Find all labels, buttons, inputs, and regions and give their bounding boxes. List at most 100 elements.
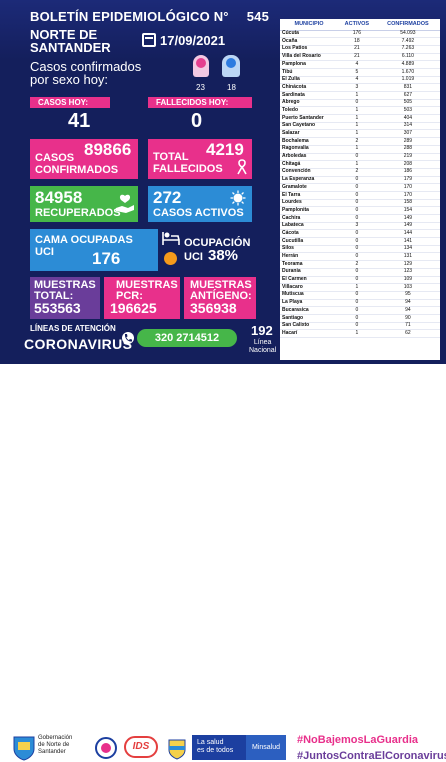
- cell-confirmados: 131: [375, 252, 440, 262]
- table-row: Teorama 2 129: [280, 260, 440, 269]
- occupancy-label-1: OCUPACIÓN: [184, 237, 251, 249]
- cell-confirmados: 179: [375, 176, 440, 185]
- cell-municipio: Villacaro: [280, 283, 338, 292]
- hotline-phone[interactable]: 320 2714512: [137, 329, 237, 347]
- cell-municipio: Labateca: [280, 222, 338, 231]
- cell-municipio: Pamplonita: [280, 206, 338, 215]
- cell-municipio: Bucarasica: [280, 306, 338, 315]
- cell-municipio: Los Patios: [280, 45, 338, 54]
- cell-activos: 3: [338, 83, 376, 92]
- cell-activos: 1: [338, 329, 376, 338]
- footer-bar: Gobernación de Norte de Santander IDS La…: [0, 364, 446, 762]
- cell-confirmados: 149: [375, 214, 440, 223]
- cell-municipio: Silos: [280, 245, 338, 254]
- recovered-label: RECUPERADOS: [35, 207, 121, 219]
- table-row: San Cayetano 1 314: [280, 122, 440, 131]
- cell-municipio: Ragonvalia: [280, 145, 338, 154]
- cell-confirmados: 307: [375, 129, 440, 139]
- bulletin-number: 545: [246, 9, 270, 24]
- cell-confirmados: 154: [375, 206, 440, 215]
- cell-municipio: Lourdes: [280, 199, 338, 208]
- cell-municipio: Durania: [280, 268, 338, 277]
- icu-label-1: CAMA OCUPADAS: [35, 234, 133, 246]
- table-row: Labateca 3 149: [280, 222, 440, 231]
- total-tests-card: MUESTRAS TOTAL: 553563: [30, 277, 100, 319]
- cell-municipio: El Tarra: [280, 191, 338, 200]
- cell-municipio: Puerto Santander: [280, 114, 338, 123]
- icu-value: 176: [92, 249, 121, 268]
- table-row: Santiago 0 90: [280, 314, 440, 323]
- cell-municipio: Toledo: [280, 106, 338, 116]
- cell-activos: 1: [338, 114, 376, 123]
- cell-confirmados: 404: [375, 114, 440, 123]
- table-row: La Esperanza 0 179: [280, 176, 440, 185]
- cell-confirmados: 186: [375, 168, 440, 177]
- cell-activos: 176: [338, 30, 376, 39]
- pcr-label-2: PCR:: [116, 290, 143, 302]
- table-row: Abrego 0 505: [280, 99, 440, 108]
- male-count: 18: [227, 83, 236, 92]
- cell-activos: 1: [338, 91, 376, 100]
- table-row: Hacarí 1 62: [280, 329, 440, 338]
- governorship-logo-text: Gobernación de Norte de Santander: [38, 735, 72, 756]
- health-slogan-badge: La salud es de todos: [192, 735, 246, 760]
- pcr-value: 196625: [110, 300, 157, 316]
- table-row: Silos 0 134: [280, 245, 440, 254]
- cell-activos: 18: [338, 37, 376, 46]
- gov-line-3: Santander: [38, 749, 66, 755]
- cell-confirmados: 144: [375, 229, 440, 239]
- cell-activos: 1: [338, 122, 376, 131]
- gov-line-1: Gobernación: [38, 735, 73, 741]
- cell-activos: 0: [338, 314, 376, 323]
- column-header-activos: ACTIVOS: [338, 19, 376, 31]
- cell-confirmados: 141: [375, 237, 440, 246]
- cell-activos: 1: [338, 283, 376, 292]
- cell-municipio: Pamplona: [280, 60, 338, 69]
- table-row: La Playa 0 94: [280, 299, 440, 308]
- cell-confirmados: 1.019: [375, 76, 440, 85]
- table-row: Gramalote 0 170: [280, 183, 440, 192]
- cell-activos: 0: [338, 183, 376, 192]
- cell-confirmados: 94: [375, 306, 440, 315]
- active-label: CASOS ACTIVOS: [153, 207, 244, 219]
- cell-confirmados: 1.670: [375, 68, 440, 77]
- cell-confirmados: 831: [375, 83, 440, 92]
- cell-activos: 21: [338, 53, 376, 62]
- cell-confirmados: 503: [375, 106, 440, 116]
- sex-label-line-1: Casos confirmados: [30, 59, 142, 74]
- cell-municipio: Cácota: [280, 229, 338, 239]
- cell-confirmados: 109: [375, 276, 440, 285]
- cell-activos: 0: [338, 245, 376, 254]
- bulletin-title: BOLETÍN EPIDEMIOLÓGICO N° 545: [30, 9, 269, 24]
- cell-activos: 0: [338, 276, 376, 285]
- cell-confirmados: 103: [375, 283, 440, 292]
- active-cases-card: 272 CASOS ACTIVOS: [148, 186, 252, 222]
- cell-activos: 0: [338, 153, 376, 162]
- national-line-number[interactable]: 192: [251, 323, 273, 338]
- table-row: Salazar 1 307: [280, 129, 440, 139]
- table-row: Convención 2 186: [280, 168, 440, 177]
- cell-confirmados: 158: [375, 199, 440, 208]
- cell-activos: 4: [338, 60, 376, 69]
- tests-label-1: MUESTRAS: [34, 279, 96, 291]
- cell-confirmados: 289: [375, 137, 440, 146]
- pcr-label-1: MUESTRAS: [116, 279, 178, 291]
- cell-confirmados: 627: [375, 91, 440, 100]
- seal-logo-icon: [95, 737, 117, 759]
- cell-municipio: Bochalema: [280, 137, 338, 146]
- antigen-tests-card: MUESTRAS ANTÍGENO: 356938: [184, 277, 256, 319]
- female-count: 23: [196, 83, 205, 92]
- cell-municipio: Sardinata: [280, 91, 338, 100]
- table-row: Villacaro 1 103: [280, 283, 440, 292]
- table-row: Toledo 1 503: [280, 106, 440, 116]
- municipality-table-panel: MUNICIPIO ACTIVOS CONFIRMADOS Cúcuta 176 5…: [280, 19, 440, 360]
- cell-activos: 0: [338, 252, 376, 262]
- minsalud-logo: Minsalud: [246, 735, 286, 760]
- table-row: El Carmen 0 109: [280, 276, 440, 285]
- table-row: Herrán 0 131: [280, 252, 440, 262]
- cell-municipio: Cucutilla: [280, 237, 338, 246]
- sex-breakdown-label: Casos confirmados por sexo hoy:: [30, 60, 141, 86]
- cell-activos: 1: [338, 160, 376, 169]
- occupancy-label-2: UCI: [184, 251, 203, 263]
- calendar-icon: [142, 33, 156, 47]
